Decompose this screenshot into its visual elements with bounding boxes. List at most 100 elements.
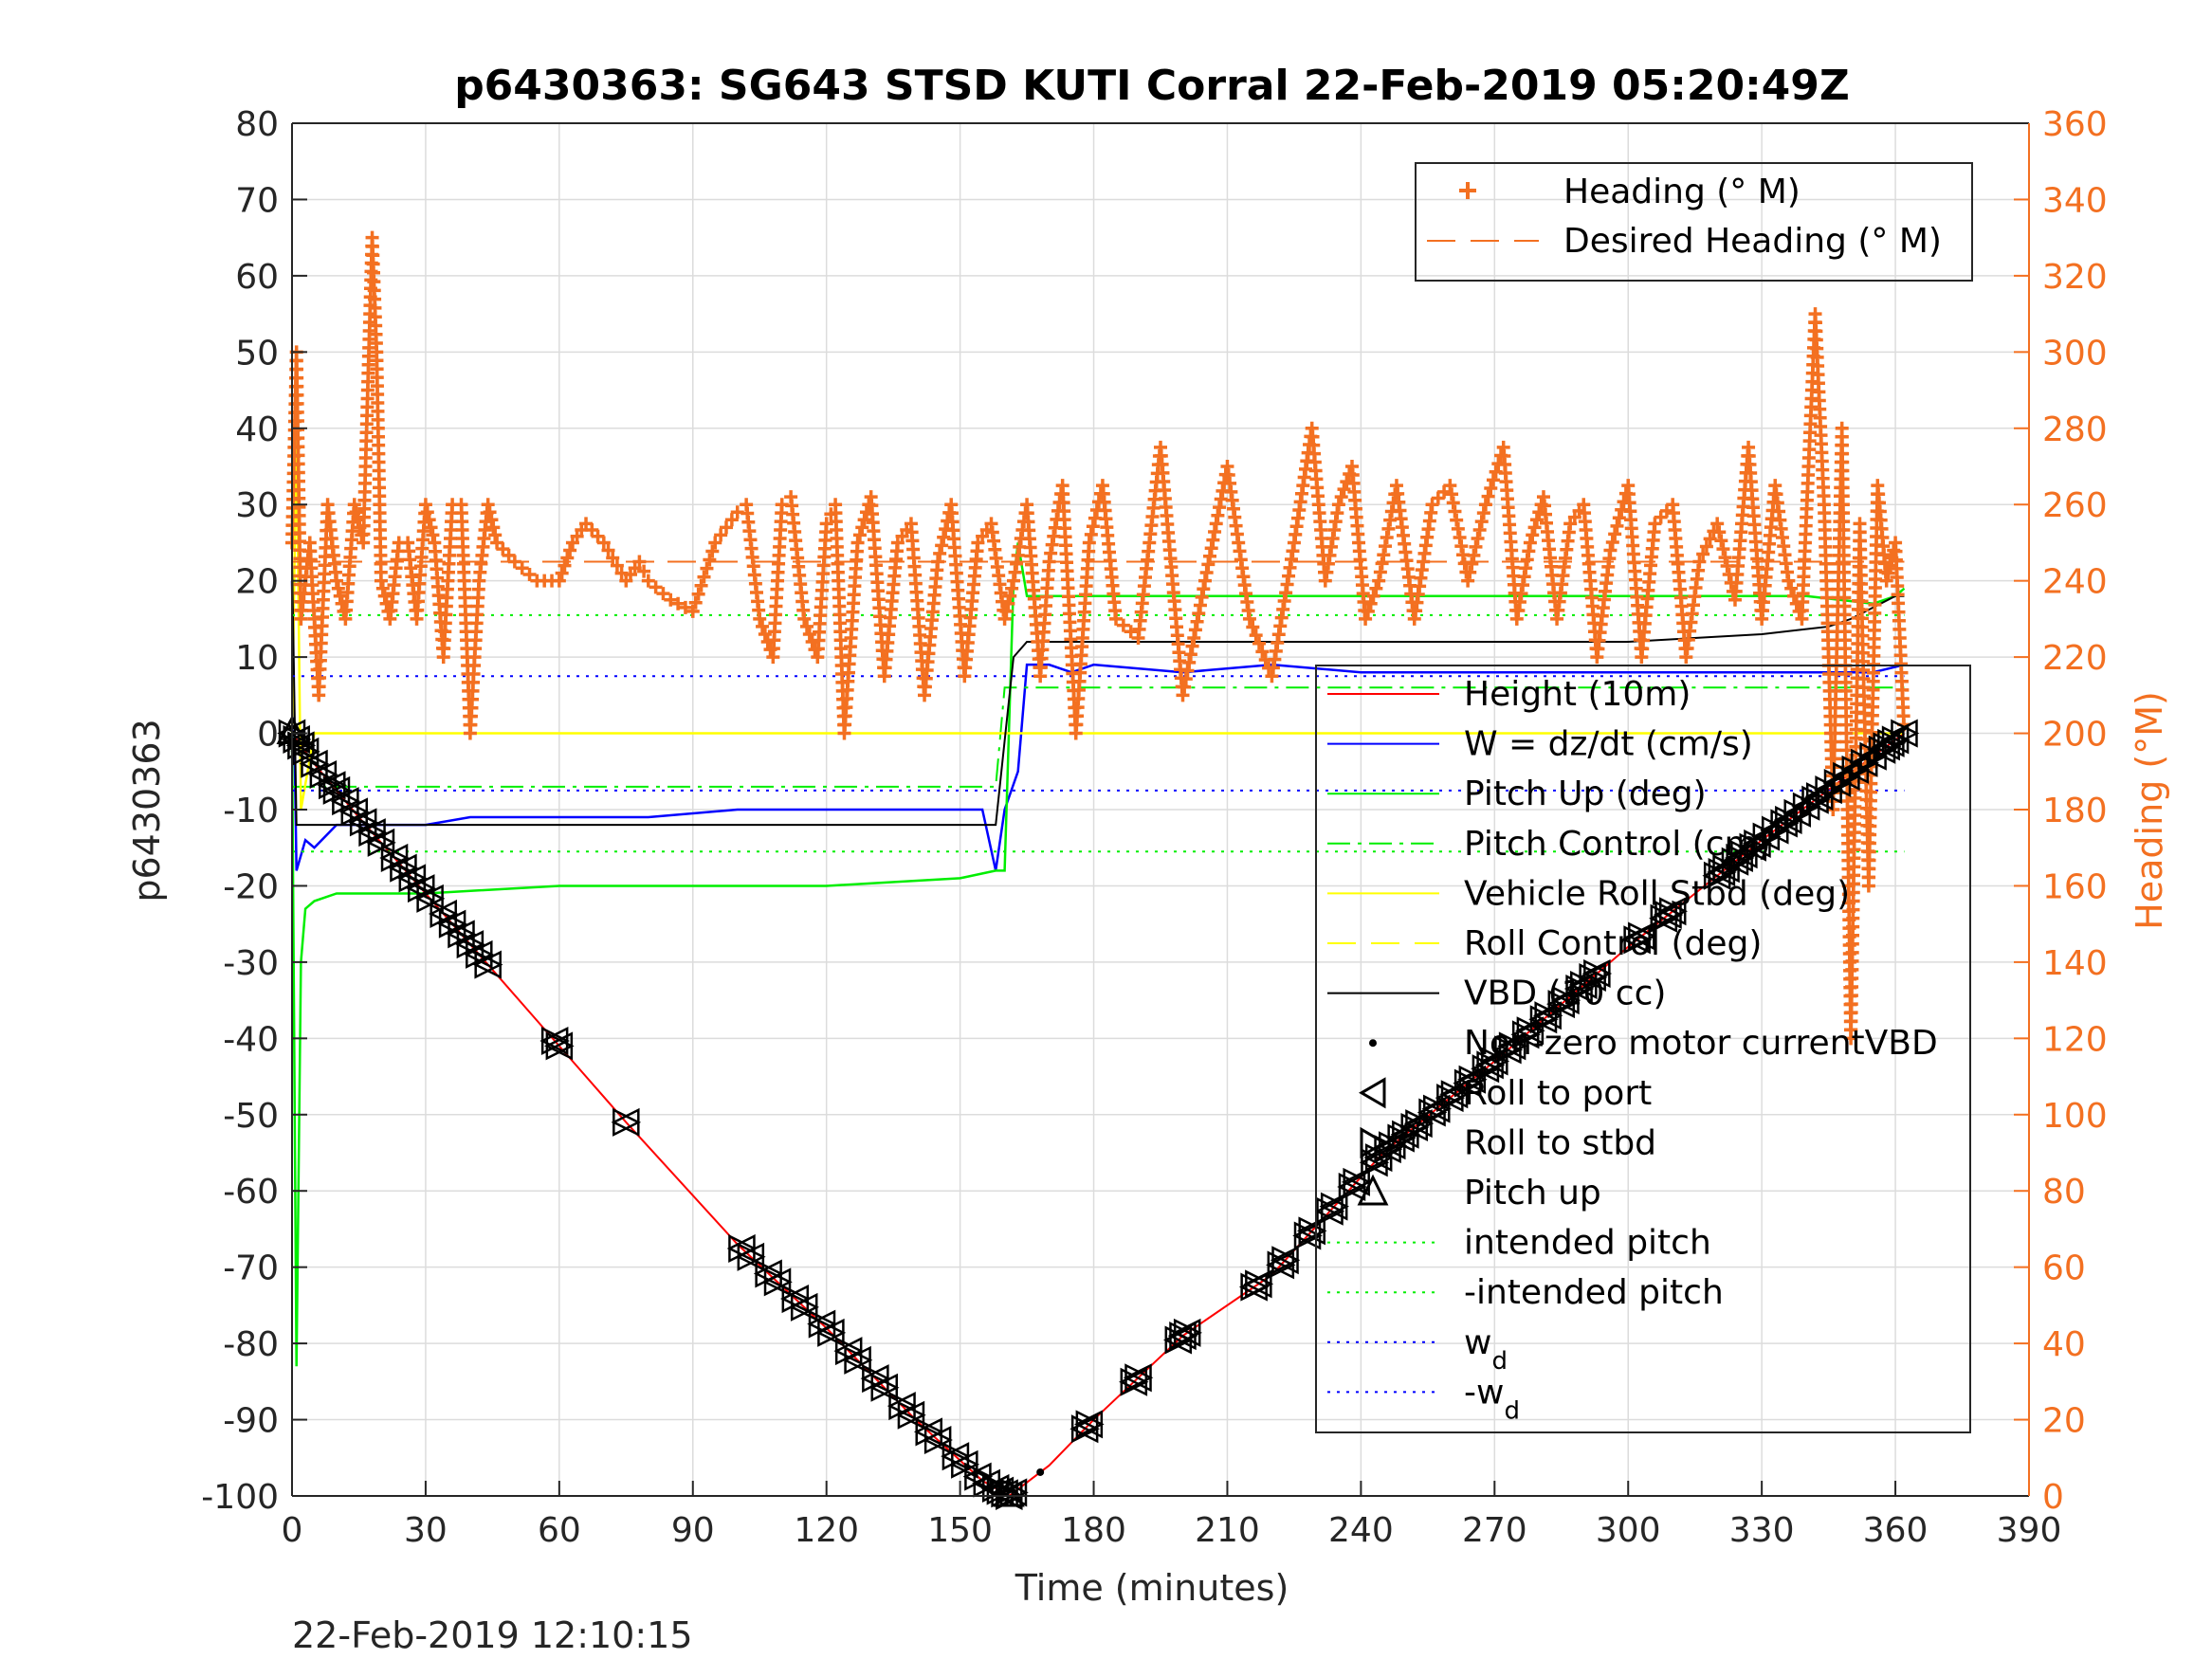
- roll-stbd-marker: [1623, 925, 1653, 955]
- heading-point: [758, 627, 772, 641]
- legend-label: Pitch Up (deg): [1464, 775, 1707, 813]
- chart-title: p6430363: SG643 STSD KUTI Corral 22-Feb-…: [454, 62, 1850, 110]
- heading-point: [1692, 555, 1707, 569]
- series-line: [291, 557, 1905, 827]
- y-right-tick-label: 360: [2042, 105, 2108, 144]
- roll-stbd-marker: [545, 1031, 575, 1061]
- legend-label-text: -w: [1464, 1373, 1504, 1412]
- legend-label: intended pitch: [1464, 1224, 1711, 1263]
- legend-label: Pitch up: [1464, 1174, 1601, 1212]
- roll-stbd-marker: [1628, 921, 1657, 951]
- legend-label-text: Non-zero motor currentVBD: [1464, 1024, 1938, 1063]
- heading-point: [756, 619, 770, 633]
- heading-point: [1471, 531, 1485, 545]
- roll-stbd-marker: [1320, 1192, 1349, 1221]
- roll-stbd-marker: [438, 909, 467, 939]
- legend-label-text: Roll to port: [1464, 1074, 1652, 1113]
- heading-point: [1366, 589, 1380, 603]
- heading-point: [1529, 513, 1544, 527]
- roll-stbd-marker: [897, 1400, 926, 1430]
- roll-stbd-marker: [1529, 1005, 1559, 1034]
- heading-point: [931, 555, 945, 569]
- roll-stbd-marker: [1338, 1173, 1367, 1202]
- y-tick-label: -30: [223, 944, 279, 983]
- heading-point: [601, 543, 615, 557]
- roll-stbd-marker: [448, 920, 477, 949]
- heading-point: [1255, 645, 1270, 659]
- roll-stbd-marker: [1267, 1250, 1296, 1280]
- heading-point: [1467, 548, 1481, 562]
- legend-label-text: W = dz/dt (cm/s): [1464, 725, 1753, 764]
- heading-point: [1474, 515, 1489, 529]
- legend-label-text: VBD (10 cc): [1464, 975, 1666, 1013]
- y-tick-label: 50: [235, 334, 279, 373]
- legends: Heading (° M) Desired Heading (° M) Height…: [1315, 162, 1973, 1433]
- x-tick-label: 90: [671, 1511, 715, 1550]
- legend-label: VBD (10 cc): [1464, 975, 1666, 1013]
- y-right-tick-label: 120: [2042, 1020, 2108, 1059]
- roll-stbd-marker: [474, 950, 503, 979]
- heading-point: [1461, 574, 1475, 588]
- y-tick-label: 30: [235, 486, 279, 525]
- roll-stbd-marker: [1881, 725, 1910, 755]
- x-tick-label: 120: [794, 1511, 859, 1550]
- heading-point: [1472, 523, 1487, 538]
- heading-point: [688, 595, 703, 610]
- roll-stbd-marker: [407, 874, 437, 903]
- heading-point: [522, 567, 537, 581]
- heading-point: [426, 528, 440, 542]
- y-right-tick-label: 60: [2042, 1249, 2086, 1288]
- roll-stbd-marker: [466, 939, 495, 969]
- y-right-tick-label: 180: [2042, 792, 2108, 830]
- legend-label-subscript: d: [1491, 1347, 1508, 1376]
- heading-point: [1086, 520, 1100, 534]
- legend-label: Roll to port: [1464, 1074, 1652, 1113]
- heading-point: [560, 551, 575, 565]
- y-right-tick-label: 300: [2042, 334, 2108, 373]
- heading-point: [1716, 542, 1730, 556]
- legend-swatch: [1357, 1174, 1389, 1206]
- heading-point: [1478, 498, 1492, 512]
- vbd-motor-dot: [323, 775, 332, 784]
- legend-swatch: [1360, 1126, 1387, 1159]
- y-tick-label: 0: [257, 716, 279, 755]
- heading-point: [850, 536, 865, 550]
- heading-point: [852, 528, 867, 542]
- y-tick-label: -10: [223, 792, 279, 830]
- y-right-tick-label: 160: [2042, 867, 2108, 906]
- heading-point: [488, 528, 503, 542]
- legend-label-text: Pitch Up (deg): [1464, 775, 1707, 813]
- heading-point: [724, 513, 739, 527]
- roll-stbd-marker: [430, 899, 459, 928]
- roll-stbd-marker: [1511, 1020, 1541, 1049]
- roll-stbd-marker: [380, 843, 410, 872]
- y-right-tick-label: 200: [2042, 716, 2108, 755]
- heading-point: [1337, 483, 1351, 497]
- heading-point: [1603, 543, 1618, 557]
- heading-point: [481, 498, 495, 512]
- heading-point: [714, 528, 728, 542]
- legend-label: Heading (° M): [1563, 173, 1801, 211]
- heading-point: [753, 611, 767, 626]
- roll-stbd-marker: [1476, 1050, 1506, 1080]
- heading-point: [1340, 475, 1354, 489]
- heading-point: [708, 536, 722, 550]
- legend-main: Height (10m) W = dz/dt (cm/s) Pitch Up (de…: [1315, 665, 1971, 1433]
- roll-stbd-marker: [1658, 897, 1689, 926]
- heading-point: [1714, 534, 1728, 548]
- heading-point: [1486, 473, 1500, 487]
- roll-stbd-marker: [456, 930, 485, 959]
- y-tick-label: -60: [223, 1173, 279, 1212]
- heading-point: [331, 581, 345, 595]
- legend-label: Pitch Control (cm): [1464, 825, 1771, 864]
- heading-point: [664, 592, 678, 607]
- heading-point: [1361, 604, 1375, 618]
- heading-point: [610, 558, 624, 573]
- heading-point: [649, 580, 663, 594]
- heading-point: [507, 555, 521, 569]
- heading-point: [484, 513, 499, 527]
- heading-point: [935, 538, 949, 553]
- heading-point: [1786, 589, 1801, 603]
- heading-point: [606, 551, 620, 565]
- heading-point: [1881, 566, 1895, 580]
